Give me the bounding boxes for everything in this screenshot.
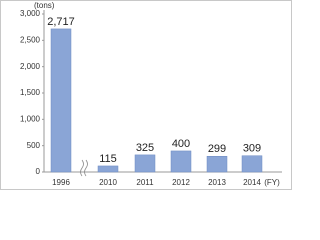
value-label: 2,717	[47, 16, 75, 28]
bar	[241, 155, 263, 173]
y-tick-label: 1,000	[20, 114, 41, 123]
y-tick-label: 1,500	[20, 88, 41, 97]
bar	[206, 156, 228, 173]
x-unit-label: (FY)	[264, 178, 280, 187]
value-label: 309	[243, 143, 261, 155]
y-tick-label: 3,000	[20, 9, 41, 18]
x-tick-label: 2012	[172, 178, 190, 187]
axis-break	[80, 159, 88, 177]
value-label: 400	[172, 138, 190, 150]
value-label: 115	[99, 153, 117, 165]
y-tick-label: 2,500	[20, 35, 41, 44]
bar	[134, 154, 156, 173]
y-tick-label: 0	[36, 167, 41, 176]
x-tick-label: 2011	[136, 178, 154, 187]
y-tick-label: 500	[27, 141, 41, 150]
value-label: 299	[208, 143, 226, 155]
x-tick-label: 1996	[52, 178, 70, 187]
x-tick-label: 2013	[208, 178, 226, 187]
bar	[97, 165, 119, 173]
x-tick-label: 2010	[99, 178, 117, 187]
chart: (tons) (FY) 0 500 1,000 1,500 2,000 2,500 3,00…	[0, 0, 292, 190]
unit-label: (tons)	[34, 1, 55, 10]
x-tick-label: 2014	[243, 178, 261, 187]
y-tick-label: 2,000	[20, 62, 41, 71]
value-label: 325	[136, 142, 154, 154]
bar	[170, 150, 192, 173]
bar	[50, 28, 72, 173]
